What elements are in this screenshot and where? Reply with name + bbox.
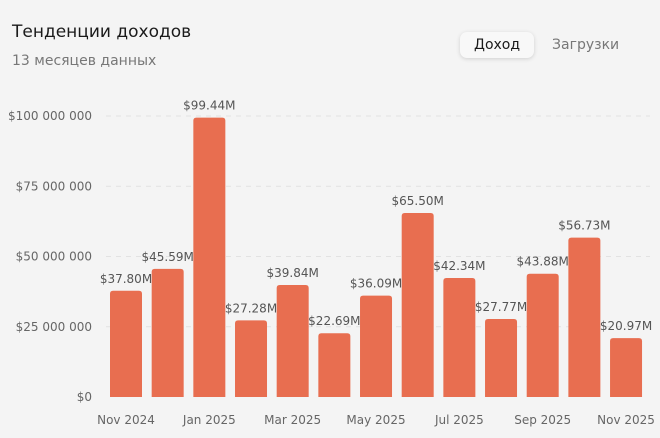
page-title: Тенденции доходов xyxy=(12,22,192,42)
data-label: $65.50M xyxy=(392,194,444,208)
x-tick-label: Nov 2024 xyxy=(97,413,155,427)
x-tick-label: Jan 2025 xyxy=(182,413,236,427)
bar xyxy=(276,285,309,397)
page-subtitle: 13 месяцев данных xyxy=(12,53,157,69)
data-label: $37.80M xyxy=(100,272,152,286)
bar xyxy=(110,290,142,397)
x-tick-label: Nov 2025 xyxy=(597,413,655,427)
data-label: $56.73M xyxy=(558,219,610,233)
x-tick-label: Jul 2025 xyxy=(434,413,484,427)
bar xyxy=(360,295,393,397)
y-tick-label: $100 000 000 xyxy=(8,109,92,123)
data-label: $39.84M xyxy=(267,266,319,280)
x-tick-label: May 2025 xyxy=(346,413,405,427)
y-tick-label: $0 xyxy=(77,390,92,404)
data-label: $42.34M xyxy=(433,259,485,273)
x-tick-label: Sep 2025 xyxy=(514,413,571,427)
data-label: $45.59M xyxy=(141,250,193,264)
y-tick-label: $25 000 000 xyxy=(16,320,92,334)
metric-toggle: Доход Загрузки xyxy=(460,32,633,58)
bar xyxy=(235,320,268,397)
data-label: $43.88M xyxy=(517,255,569,269)
bar xyxy=(526,273,559,397)
data-label: $36.09M xyxy=(350,277,402,291)
data-label: $99.44M xyxy=(183,99,235,113)
bar xyxy=(443,278,476,397)
bar xyxy=(193,117,226,397)
data-label: $20.97M xyxy=(600,319,652,333)
bar xyxy=(151,268,184,397)
bar xyxy=(568,237,601,397)
data-label: $22.69M xyxy=(308,314,360,328)
y-tick-label: $50 000 000 xyxy=(16,250,92,264)
toggle-revenue[interactable]: Доход xyxy=(460,32,535,58)
bar xyxy=(318,333,351,397)
bar xyxy=(401,212,434,397)
x-tick-label: Mar 2025 xyxy=(264,413,321,427)
toggle-downloads[interactable]: Загрузки xyxy=(552,37,620,53)
data-label: $27.77M xyxy=(475,300,527,314)
data-label: $27.28M xyxy=(225,301,277,315)
bar xyxy=(610,338,643,397)
bar xyxy=(485,318,518,397)
y-tick-label: $75 000 000 xyxy=(16,179,92,193)
